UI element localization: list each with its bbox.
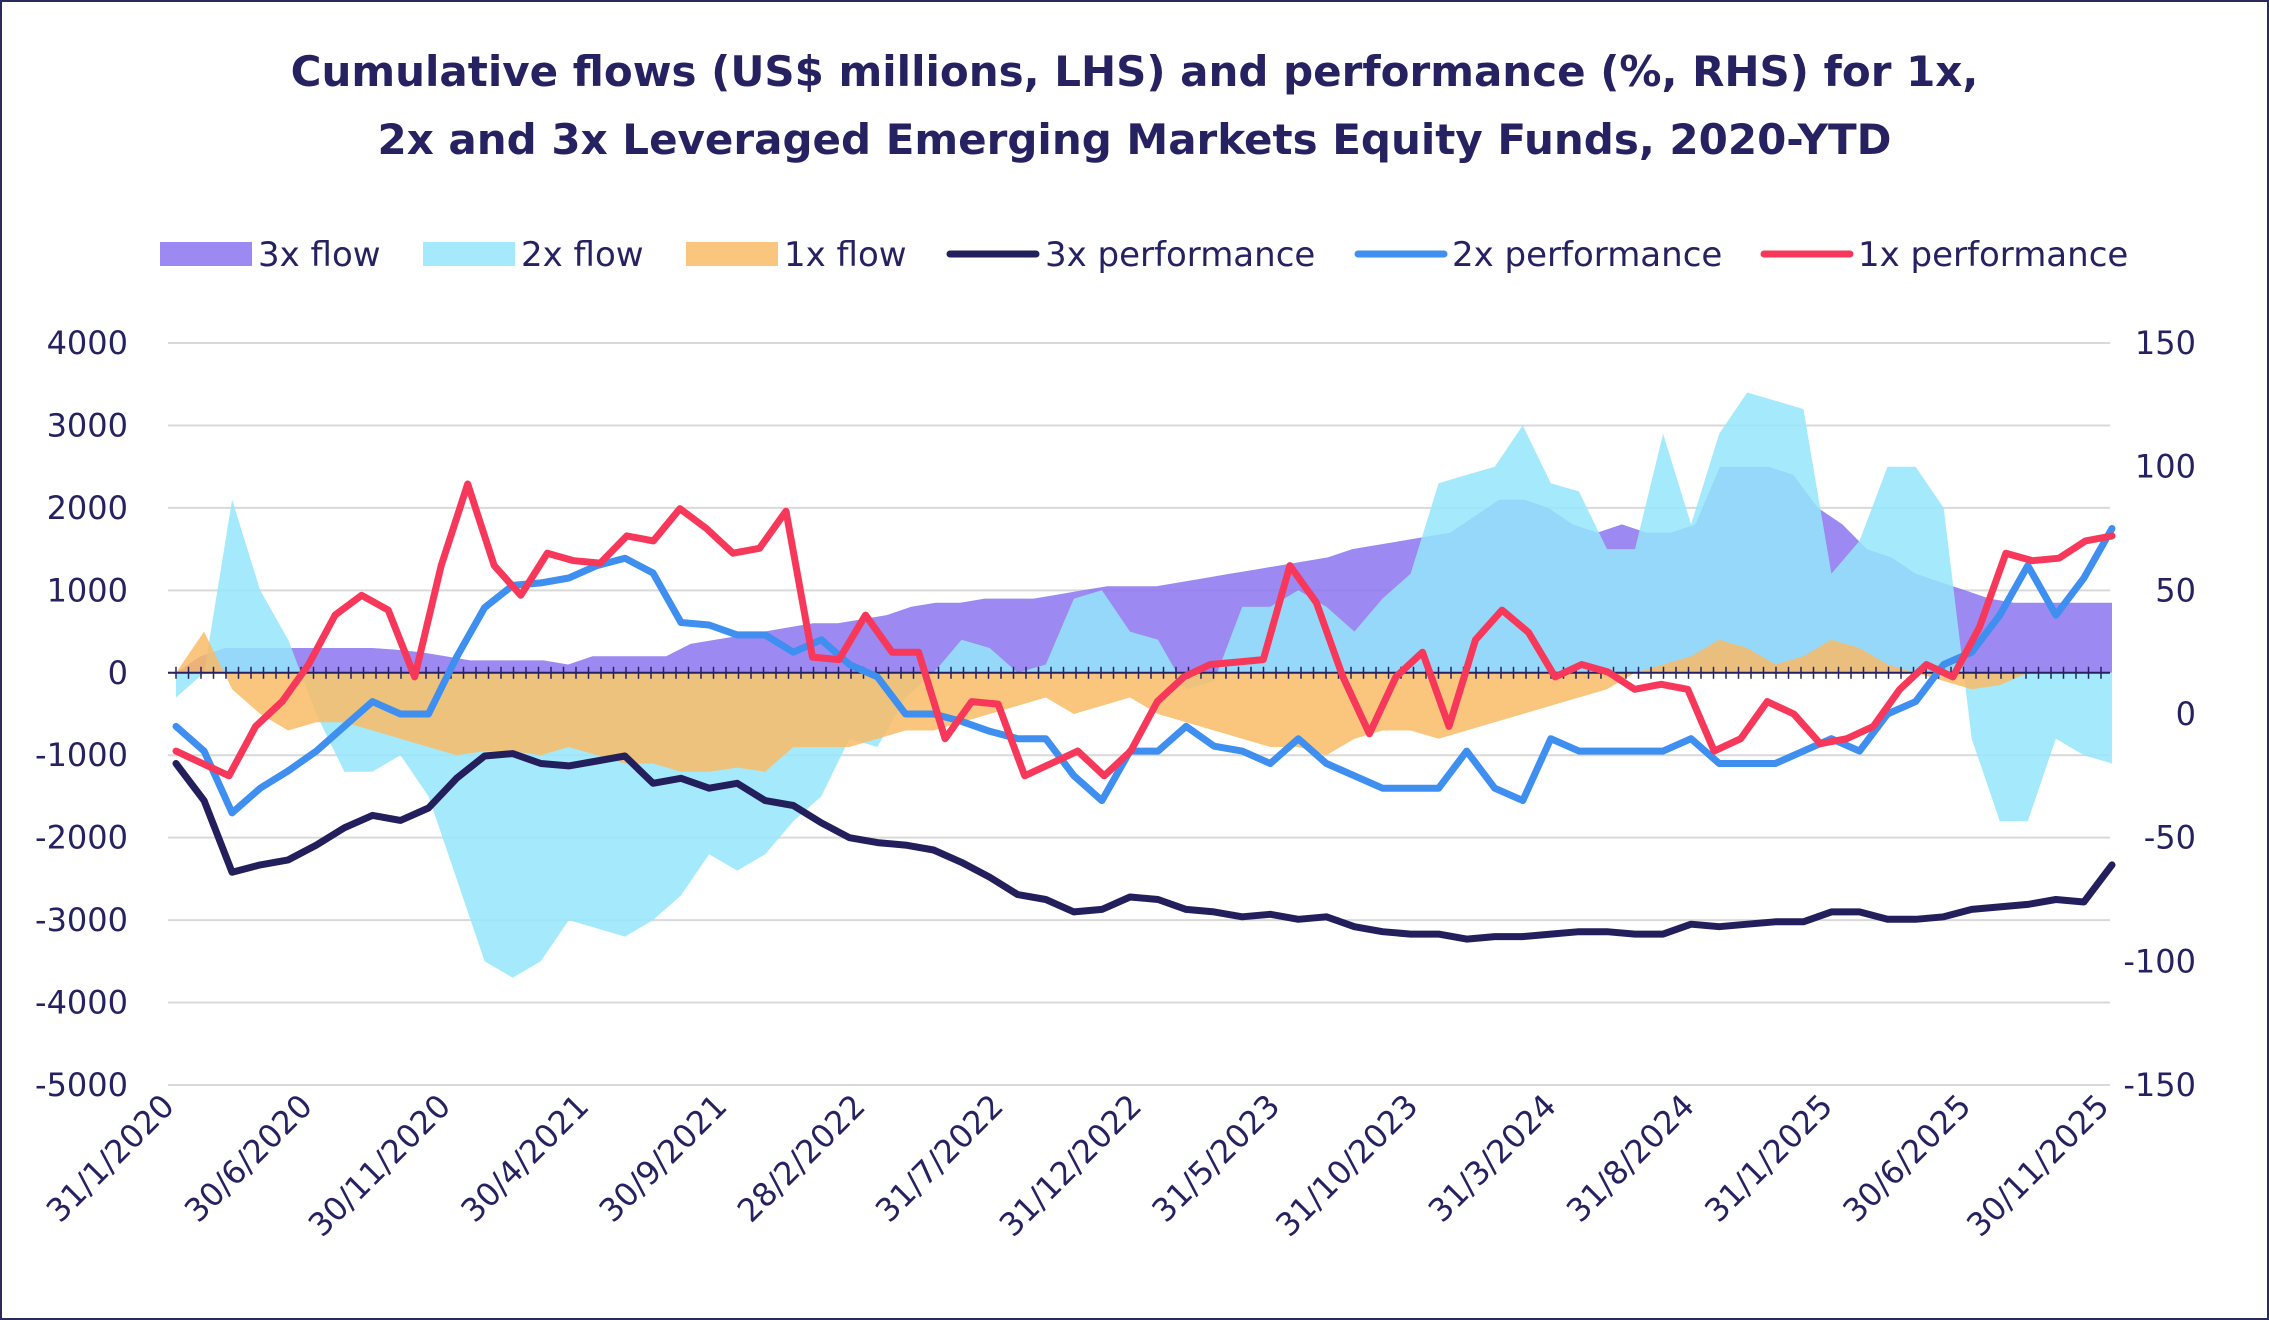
legend-label-flow-3x: 3x flow	[258, 235, 381, 275]
left-axis-tick-label: -2000	[35, 819, 128, 857]
left-axis-tick-label: -4000	[35, 984, 128, 1022]
chart-title: Cumulative flows (US$ millions, LHS) and…	[0, 38, 2269, 174]
x-axis-tick-label: 30/9/2021	[592, 1087, 735, 1230]
x-axis-tick-label: 31/8/2024	[1559, 1087, 1702, 1230]
left-axis-tick-label: -3000	[35, 901, 128, 939]
right-axis-tick-label: 100	[2135, 448, 2196, 486]
x-axis-tick-label: 31/3/2024	[1421, 1087, 1564, 1230]
left-axis-tick-label: -1000	[35, 736, 128, 774]
right-axis-tick-label: 150	[2135, 324, 2196, 362]
x-axis-tick-label: 31/5/2023	[1144, 1087, 1287, 1230]
perf-3x-line	[172, 750, 2116, 943]
x-axis-tick-label: 30/11/2020	[301, 1087, 458, 1244]
x-axis-tick-label: 31/10/2023	[1268, 1087, 1425, 1244]
legend-swatch-flow-2x	[423, 242, 515, 266]
perf-2x-line	[172, 525, 2116, 817]
left-axis-tick-label: -5000	[35, 1066, 128, 1104]
right-axis-ticks: 150 100 50 0 -50 -100 -150	[2123, 324, 2196, 1104]
x-axis-tick-label: 30/6/2025	[1835, 1087, 1978, 1230]
right-axis-tick-label: -100	[2123, 942, 2196, 980]
left-axis-ticks: 4000 3000 2000 1000 0 -1000 -2000 -3000 -4000 -50…	[35, 324, 128, 1104]
right-axis-tick-label: -50	[2144, 819, 2196, 857]
flow-2x-area	[176, 392, 2112, 978]
legend-label-perf-3x: 3x performance	[1045, 235, 1315, 275]
left-axis-tick-label: 3000	[47, 406, 128, 444]
legend-label-perf-2x: 2x performance	[1452, 235, 1722, 275]
right-axis-tick-label: 50	[2155, 571, 2196, 609]
legend-swatch-flow-3x	[160, 242, 252, 266]
legend-label-flow-1x: 1x flow	[784, 235, 907, 275]
flow-1x-area	[176, 631, 2112, 772]
x-axis-tick-label: 31/1/2020	[39, 1087, 182, 1230]
legend: 3x flow 2x flow 1x flow 3x performance 2x pe…	[160, 235, 2128, 275]
perf-1x-line	[172, 480, 2116, 780]
x-axis-ticks: 31/1/202030/6/202030/11/202030/4/202130/…	[39, 1087, 2117, 1244]
x-axis-tick-label: 31/12/2022	[992, 1087, 1149, 1244]
left-axis-tick-label: 4000	[47, 324, 128, 362]
right-axis-tick-label: 0	[2176, 695, 2196, 733]
legend-swatch-flow-1x	[686, 242, 778, 266]
x-axis-tick-label: 30/4/2021	[453, 1087, 596, 1230]
chart-title-line-1: Cumulative flows (US$ millions, LHS) and…	[290, 47, 1979, 96]
x-axis-tick-label: 31/7/2022	[868, 1087, 1011, 1230]
performance-lines	[172, 480, 2116, 943]
legend-label-perf-1x: 1x performance	[1858, 235, 2128, 275]
x-axis-tick-label: 30/6/2020	[177, 1087, 320, 1230]
left-axis-tick-label: 2000	[47, 489, 128, 527]
left-axis-tick-label: 1000	[47, 571, 128, 609]
chart-title-line-2: 2x and 3x Leveraged Emerging Markets Equ…	[377, 115, 1892, 164]
left-axis-tick-label: 0	[108, 654, 128, 692]
right-axis-tick-label: -150	[2123, 1066, 2196, 1104]
legend-label-flow-2x: 2x flow	[521, 235, 644, 275]
zero-axis	[168, 666, 2110, 679]
x-axis-tick-label: 30/11/2025	[1959, 1087, 2116, 1244]
x-axis-tick-label: 31/1/2025	[1697, 1087, 1840, 1230]
x-axis-tick-label: 28/2/2022	[730, 1087, 873, 1230]
flow-areas	[176, 392, 2112, 978]
